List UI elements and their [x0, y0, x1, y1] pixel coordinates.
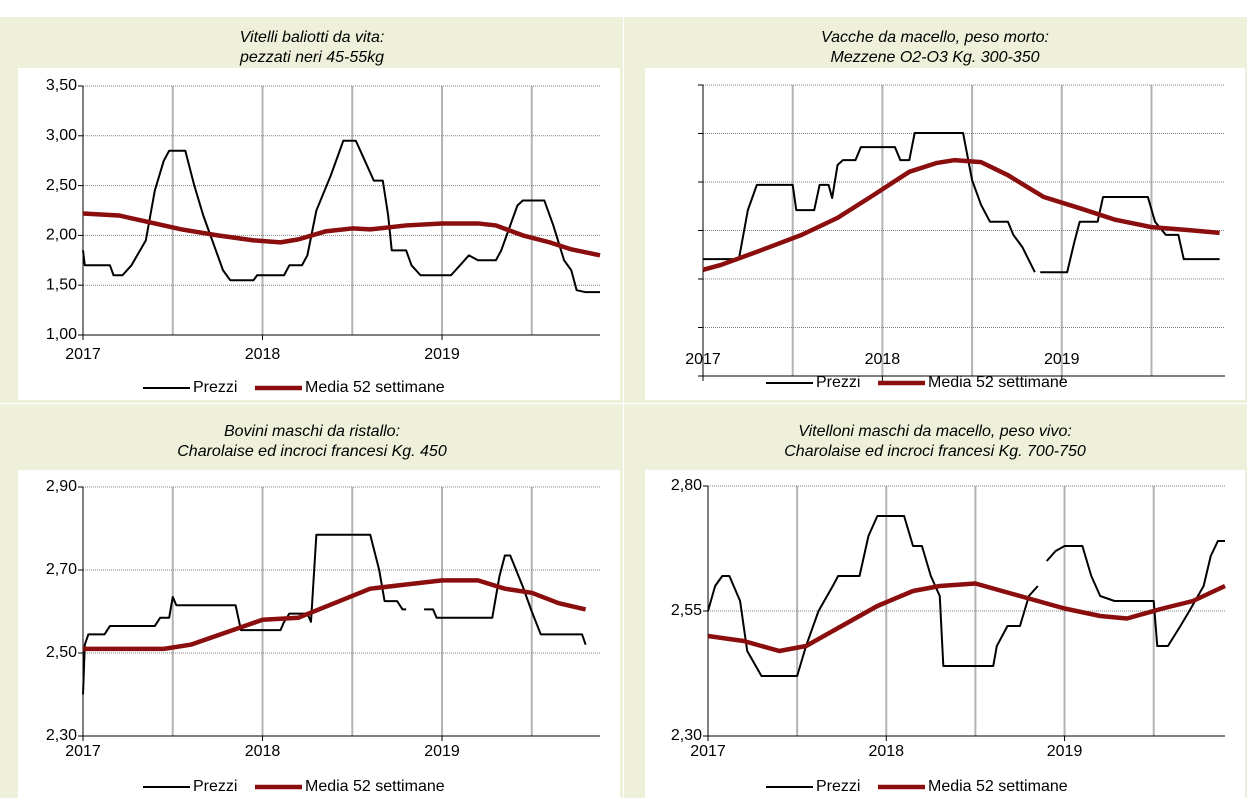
series-line — [82, 533, 587, 695]
chart-title: pezzati neri 45-55kg — [239, 49, 384, 66]
y-tick-label: 2,00 — [46, 227, 77, 244]
x-tick-label: 2017 — [690, 743, 726, 760]
y-tick-label: 3,50 — [46, 77, 77, 94]
chart-title: Vitelli baliotti da vita: — [240, 29, 385, 46]
x-tick-label: 2017 — [685, 351, 721, 368]
y-tick-label: 2,30 — [671, 727, 702, 744]
x-tick-label: 2018 — [868, 743, 904, 760]
y-tick-label: 2,30 — [46, 727, 77, 744]
legend-label: Media 52 settimane — [305, 778, 445, 795]
y-tick-label: 2,50 — [46, 177, 77, 194]
legend-label: Prezzi — [193, 778, 237, 795]
series-line — [707, 515, 1225, 677]
y-tick-label: 3,00 — [46, 127, 77, 144]
legend-label: Prezzi — [193, 379, 237, 396]
series-line — [702, 157, 1220, 272]
x-tick-label: 2018 — [865, 351, 901, 368]
series-line — [703, 132, 1220, 274]
chart-title: Charolaise ed incroci francesi Kg. 700-7… — [784, 443, 1086, 460]
y-tick-label: 2,55 — [671, 602, 702, 619]
y-tick-label: 2,50 — [46, 644, 77, 661]
x-tick-label: 2017 — [65, 743, 101, 760]
y-tick-label: 2,80 — [671, 477, 702, 494]
chart-title: Vacche da macello, peso morto: — [821, 29, 1049, 46]
plot-box — [645, 68, 1245, 400]
legend-label: Media 52 settimane — [305, 379, 445, 396]
y-tick-label: 2,70 — [46, 561, 77, 578]
series-line — [83, 578, 587, 652]
chart-title: Charolaise ed incroci francesi Kg. 450 — [177, 443, 447, 460]
y-tick-label: 2,90 — [46, 478, 77, 495]
series-line — [82, 211, 601, 258]
x-tick-label: 2019 — [424, 346, 460, 363]
x-tick-label: 2019 — [1044, 351, 1080, 368]
x-tick-label: 2018 — [245, 743, 281, 760]
plot-box — [645, 470, 1245, 798]
legend-label: Media 52 settimane — [928, 778, 1068, 795]
y-tick-label: 1,00 — [46, 326, 77, 343]
y-tick-label: 1,50 — [46, 276, 77, 293]
series-line — [707, 581, 1226, 654]
chart-title: Bovini maschi da ristallo: — [224, 423, 400, 440]
legend-label: Media 52 settimane — [928, 374, 1068, 391]
chart-title: Mezzene O2-O3 Kg. 300-350 — [830, 49, 1039, 66]
x-tick-label: 2017 — [65, 346, 101, 363]
plot-box — [18, 470, 620, 798]
chart-title: Vitelloni maschi da macello, peso vivo: — [798, 423, 1072, 440]
x-tick-label: 2019 — [424, 743, 460, 760]
legend-label: Prezzi — [816, 778, 860, 795]
legend-label: Prezzi — [816, 374, 860, 391]
x-tick-label: 2019 — [1047, 743, 1083, 760]
x-tick-label: 2018 — [245, 346, 281, 363]
series-line — [82, 139, 600, 294]
